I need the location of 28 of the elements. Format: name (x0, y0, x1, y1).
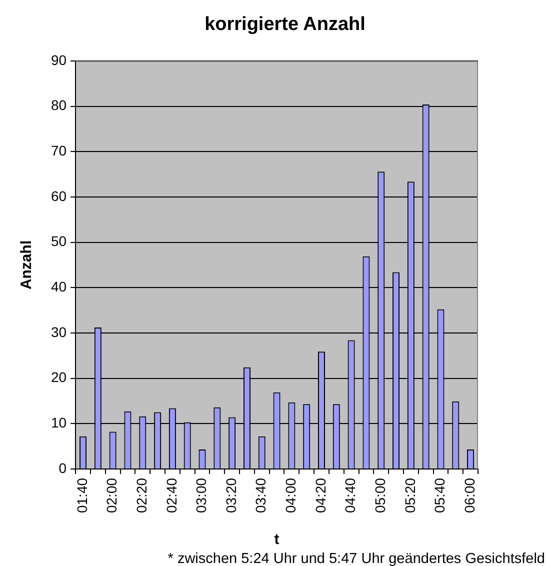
y-tick-label: 30 (50, 324, 67, 340)
y-tick-label: 0 (58, 460, 67, 476)
chart-title: korrigierte Anzahl (204, 14, 366, 36)
y-tick-label: 70 (50, 142, 67, 159)
y-tick-label: 60 (50, 188, 67, 204)
x-tick-label: 02:20 (134, 478, 150, 514)
x-tick-label: 03:00 (193, 478, 210, 514)
y-tick-label: 20 (50, 369, 67, 386)
x-tick-label: 03:40 (252, 478, 269, 514)
x-tick-label: 05:20 (402, 478, 418, 514)
text: * zwischen 5:24 Uhr und 5:47 Uhr geändertes Gesichtsfeld (168, 551, 545, 566)
x-tick-label: 05:40 (432, 478, 448, 514)
y-tick-label: 10 (50, 414, 67, 430)
x-tick-label: 03:20 (222, 478, 239, 514)
x-tick-label: 01:40 (74, 478, 90, 514)
y-tick-label: 90 (50, 52, 67, 68)
x-tick-label: 02:40 (163, 478, 180, 514)
x-tick-label: 02:00 (104, 478, 120, 514)
x-tick-label: 06:00 (461, 478, 478, 514)
x-axis-title: t (274, 531, 280, 548)
x-tick-label: 04:40 (342, 478, 358, 514)
y-axis-title: Anzahl (18, 240, 36, 290)
y-tick-label: 50 (50, 233, 67, 250)
x-tick-label: 04:00 (282, 478, 299, 514)
y-tick-label: 80 (50, 97, 67, 114)
x-tick-label: 04:20 (312, 478, 328, 514)
y-tick-label: 40 (50, 278, 67, 295)
x-tick-label: 05:00 (372, 478, 388, 514)
